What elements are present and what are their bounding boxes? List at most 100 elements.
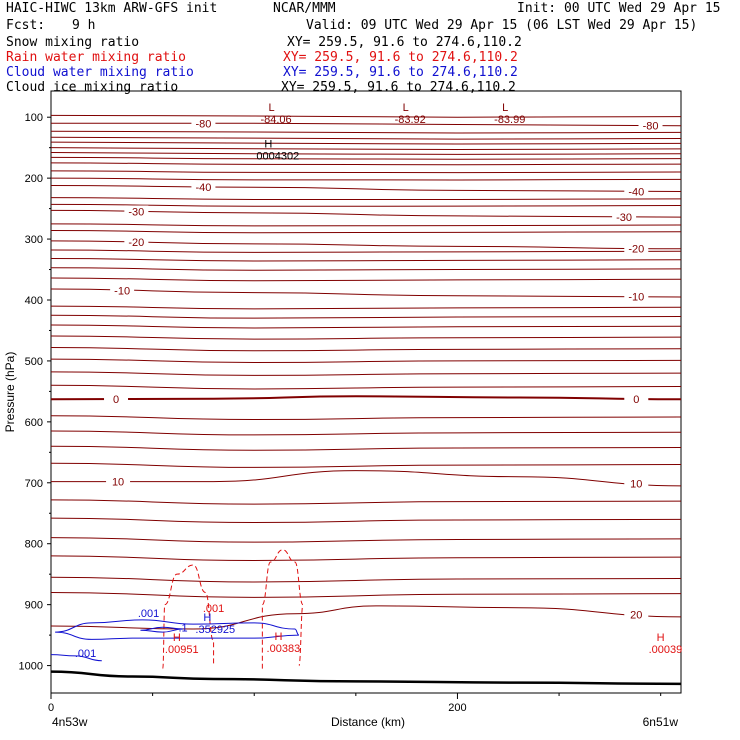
contour-label-bg: [191, 180, 216, 193]
background-contour: [50, 258, 682, 262]
contour-label-bg: [124, 205, 149, 218]
cloud-water-contour: [55, 619, 300, 640]
extremum-marker: H: [264, 139, 272, 151]
background-contour: [50, 537, 682, 543]
background-contour: [50, 305, 682, 310]
valid-time: Valid: 09 UTC Wed 29 Apr 15 (06 LST Wed …: [306, 18, 698, 33]
temperature-contour: [50, 605, 682, 630]
temperature-contour: [50, 184, 682, 193]
background-contour: [50, 347, 682, 352]
contour-label-bg: [104, 393, 129, 406]
rain-contour: [162, 564, 215, 670]
contour-label-bg: [624, 392, 649, 405]
background-contour: [50, 277, 682, 282]
extremum-marker: H: [173, 632, 181, 644]
contour-label: -40: [628, 186, 644, 198]
contour-label-bg: [191, 117, 216, 130]
y-tick-label: 300: [25, 234, 43, 246]
background-contour: [50, 499, 682, 505]
terrain-line: [50, 670, 682, 686]
background-contour: [50, 591, 682, 598]
temperature-contour: [51, 122, 682, 127]
contour-label-bg: [624, 290, 649, 303]
background-contour: [50, 130, 682, 134]
contour-label: -10: [628, 292, 644, 304]
contour-label: -30: [616, 212, 632, 224]
cloud-water-label: .001: [138, 608, 159, 620]
contour-label: -20: [128, 237, 144, 249]
contour-label: 20: [630, 609, 642, 621]
background-contour: [50, 430, 682, 436]
contour-label: -80: [195, 118, 211, 130]
extremum-value: .00951: [165, 644, 199, 656]
y-tick-label: 800: [25, 539, 43, 551]
contour-label: 0: [113, 394, 119, 406]
x-tick-label: 0: [48, 702, 54, 714]
extremum-value: -83.92: [395, 114, 426, 126]
contour-label: -20: [628, 243, 644, 255]
contour-label-bg: [638, 119, 663, 132]
extremum-marker: H: [275, 631, 283, 643]
contour-label: -80: [643, 121, 659, 133]
extremum-marker: L: [502, 102, 508, 114]
extremum-value: .352925: [195, 624, 235, 636]
contour-label-bg: [624, 185, 649, 198]
background-contour: [50, 162, 682, 166]
background-contour: [50, 462, 682, 468]
background-contour: [50, 267, 682, 271]
background-contour: [50, 576, 682, 583]
extremum-value: -83.99: [494, 114, 525, 126]
background-contour: [50, 230, 682, 234]
background-contour: [50, 415, 682, 421]
contour-label-bg: [106, 475, 131, 488]
extremum-value: .00039: [649, 644, 683, 656]
background-contour: [50, 249, 682, 253]
y-axis-label: Pressure (hPa): [3, 352, 17, 433]
contour-label: 10: [630, 478, 642, 490]
background-contour: [50, 147, 682, 150]
x-tick-label: 200: [448, 702, 466, 714]
contour-label: -40: [195, 182, 211, 194]
extremum-marker: L: [403, 102, 409, 114]
extremum-marker: H: [657, 632, 665, 644]
temperature-contour: [50, 240, 682, 250]
x-axis-label: Distance (km): [331, 715, 405, 729]
field-name-snow: Snow mixing ratio: [6, 35, 140, 50]
background-contour: [50, 203, 682, 207]
background-contour: [50, 445, 682, 451]
contour-label-bg: [624, 477, 649, 490]
rain-contour: [261, 549, 304, 669]
model-title: HAIC-HIWC 13km ARW-GFS init: [6, 1, 218, 16]
background-contour: [50, 156, 682, 160]
rain-contour-label: .001: [203, 603, 224, 615]
temperature-contour: [50, 470, 682, 487]
field-xy-cloudwater: XY= 259.5, 91.6 to 274.6,110.2: [283, 65, 518, 80]
init-time: Init: 00 UTC Wed 29 Apr 15: [517, 1, 721, 16]
extremum-value: 0004302: [256, 151, 299, 163]
background-contour: [50, 136, 682, 140]
forecast-label: Fcst:: [6, 18, 46, 33]
contour-label-bg: [110, 284, 135, 297]
extremum-value: .00383: [267, 643, 301, 655]
contour-label: 0: [633, 394, 639, 406]
temperature-contour: [50, 209, 682, 218]
background-contour: [50, 114, 682, 118]
extremum-marker: L: [268, 102, 274, 114]
background-contour: [50, 152, 682, 155]
contour-label-bg: [624, 608, 649, 621]
contour-label-bg: [124, 236, 149, 249]
x-endpoint-right: 6n51w: [643, 715, 679, 729]
temperature-contour: [50, 395, 682, 401]
y-tick-label: 200: [25, 173, 43, 185]
background-contour: [50, 177, 682, 181]
extremum-value: -84.06: [260, 114, 291, 126]
x-endpoint-left: 4n53w: [52, 715, 88, 729]
y-tick-label: 700: [25, 478, 43, 490]
field-name-rain: Rain water mixing ratio: [6, 50, 187, 65]
cloud-water-contour: [50, 654, 102, 662]
cloud-water-label: .1: [179, 622, 188, 634]
background-contour: [50, 141, 682, 145]
background-contour: [50, 555, 682, 562]
field-name-cloudwater: Cloud water mixing ratio: [6, 65, 194, 80]
background-contour: [50, 170, 682, 174]
